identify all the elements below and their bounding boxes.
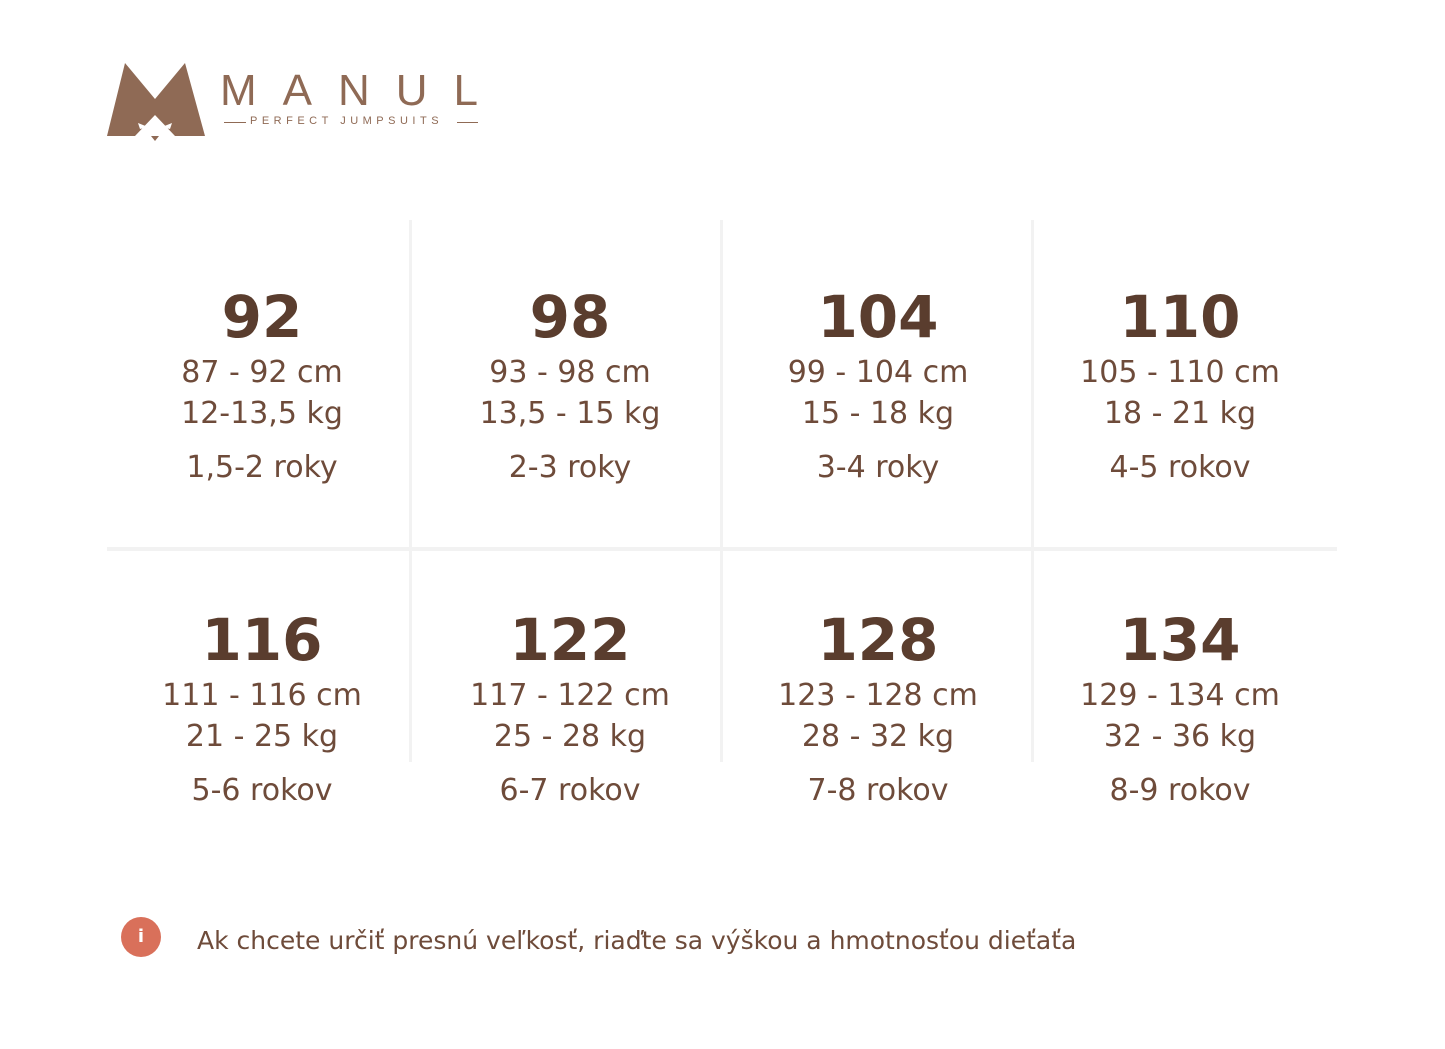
size-size: 98 — [529, 283, 611, 351]
size-height: 129 - 134 cm — [1080, 678, 1280, 713]
size-weight: 18 - 21 kg — [1103, 396, 1257, 431]
size-cell: 92 87 - 92 cm 12-13,5 kg 1,5-2 roky — [112, 282, 412, 488]
divider — [1031, 220, 1034, 762]
size-weight: 28 - 32 kg — [801, 719, 955, 754]
note-text: Ak chcete určiť presnú veľkosť, riaďte s… — [197, 926, 1077, 955]
size-height: 123 - 128 cm — [778, 678, 978, 713]
size-age: 4-5 rokov — [1109, 450, 1251, 485]
size-age: 3-4 roky — [816, 450, 940, 485]
size-size: 92 — [221, 283, 303, 351]
logo-icon — [107, 63, 205, 141]
size-age: 8-9 rokov — [1109, 773, 1251, 808]
size-size: 116 — [201, 606, 323, 674]
size-size: 128 — [817, 606, 939, 674]
size-weight: 32 - 36 kg — [1103, 719, 1257, 754]
size-age: 7-8 rokov — [807, 773, 949, 808]
size-weight: 13,5 - 15 kg — [479, 396, 661, 431]
size-cell: 98 93 - 98 cm 13,5 - 15 kg 2-3 roky — [420, 282, 720, 488]
size-cell: 104 99 - 104 cm 15 - 18 kg 3-4 roky — [728, 282, 1028, 488]
tagline-rule — [457, 122, 478, 123]
size-cell: 128 123 - 128 cm 28 - 32 kg 7-8 rokov — [728, 605, 1028, 811]
size-age: 1,5-2 roky — [186, 450, 338, 485]
tagline: PERFECT JUMPSUITS — [250, 115, 444, 127]
size-cell: 134 129 - 134 cm 32 - 36 kg 8-9 rokov — [1030, 605, 1330, 811]
size-height: 87 - 92 cm — [181, 355, 343, 390]
size-cell: 122 117 - 122 cm 25 - 28 kg 6-7 rokov — [420, 605, 720, 811]
size-height: 93 - 98 cm — [489, 355, 651, 390]
divider — [409, 220, 412, 762]
size-weight: 21 - 25 kg — [185, 719, 339, 754]
info-icon: i — [121, 917, 161, 957]
size-height: 99 - 104 cm — [787, 355, 969, 390]
size-size: 134 — [1119, 606, 1241, 674]
size-age: 6-7 rokov — [499, 773, 641, 808]
size-size: 110 — [1119, 283, 1241, 351]
divider — [107, 547, 1337, 551]
size-height: 105 - 110 cm — [1080, 355, 1280, 390]
size-size: 104 — [817, 283, 939, 351]
size-cell: 110 105 - 110 cm 18 - 21 kg 4-5 rokov — [1030, 282, 1330, 488]
divider — [720, 220, 723, 762]
brand-name: MANUL — [220, 66, 505, 115]
size-size: 122 — [509, 606, 631, 674]
size-age: 5-6 rokov — [191, 773, 333, 808]
size-age: 2-3 roky — [508, 450, 632, 485]
size-height: 111 - 116 cm — [162, 678, 362, 713]
size-weight: 25 - 28 kg — [493, 719, 647, 754]
size-height: 117 - 122 cm — [470, 678, 670, 713]
size-weight: 12-13,5 kg — [181, 396, 343, 431]
size-weight: 15 - 18 kg — [801, 396, 955, 431]
size-cell: 116 111 - 116 cm 21 - 25 kg 5-6 rokov — [112, 605, 412, 811]
tagline-rule — [224, 122, 246, 123]
